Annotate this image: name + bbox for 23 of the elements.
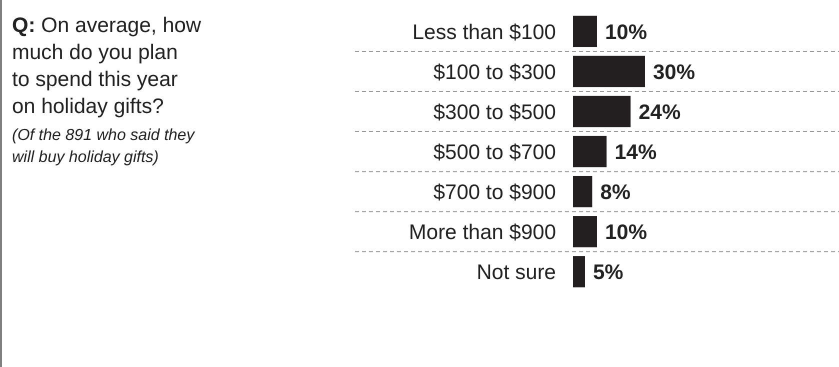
text: (Of the 891 who said they will buy holiday gifts) [12,127,196,166]
data-label: 5% [593,261,624,284]
y-tick-label: $300 to $500 [433,100,556,124]
y-tick-label: $100 to $300 [433,60,556,84]
bar [573,16,597,48]
data-label: 14% [614,140,657,164]
data-label: 30% [653,60,696,84]
bar [573,56,645,88]
data-label: 10% [605,220,648,244]
data-label: 10% [605,20,648,44]
bar [573,256,585,288]
y-tick-label: Less than $100 [412,20,556,44]
y-tick-label: $700 to $900 [433,180,556,204]
data-label: 8% [600,180,631,204]
bar [573,176,592,208]
bar [573,96,631,128]
y-tick-label: $500 to $700 [433,140,556,164]
bar [573,136,607,168]
data-label: 24% [638,100,681,124]
bar [573,216,597,248]
text: Q: On average, how much do you plan to spend this year on holiday gifts? [12,14,202,118]
y-tick-label: More than $900 [408,220,556,244]
y-tick-label: Not sure [476,261,556,284]
